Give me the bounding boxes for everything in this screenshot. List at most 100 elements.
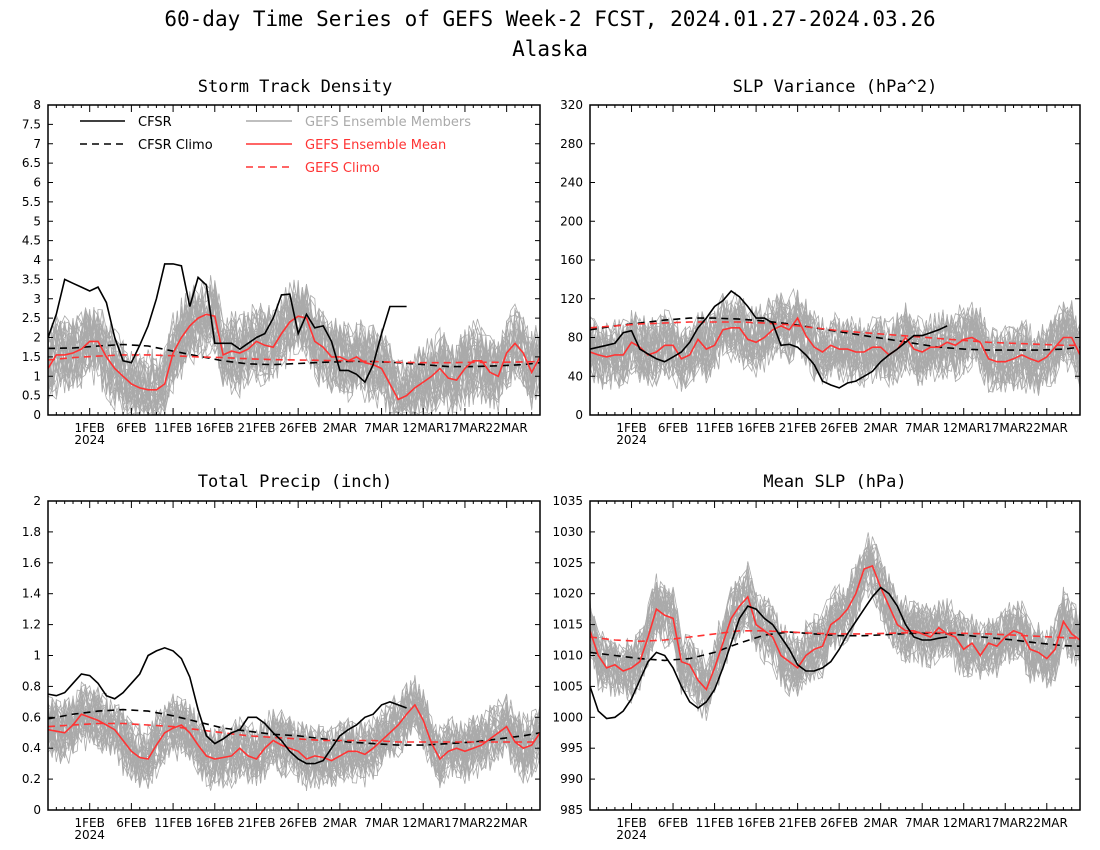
cfsr-line (48, 646, 407, 765)
x-tick-label: 7MAR (364, 421, 399, 435)
x-tick-label: 11FEB (696, 421, 734, 435)
x-tick-label: 21FEB (237, 816, 275, 830)
x-tick-label: 2MAR (863, 421, 898, 435)
cfsr-line (590, 289, 948, 389)
x-tick-label: 7MAR (905, 421, 940, 435)
x-tick-label: 11FEB (696, 816, 734, 830)
x-tick-label: 22MAR (486, 421, 528, 435)
x-tick-label: 2MAR (863, 816, 898, 830)
x-tick-label: 26FEB (279, 421, 317, 435)
figure-title: 60-day Time Series of GEFS Week-2 FCST, … (164, 7, 935, 31)
figure-subtitle: Alaska (512, 37, 588, 61)
x-tick-label: 22MAR (486, 816, 528, 830)
y-tick-label: 1.6 (22, 556, 41, 570)
y-tick-label: 1000 (552, 710, 583, 724)
ensemble-member-line (48, 287, 540, 414)
x-tick-label: 6FEB (658, 421, 688, 435)
legend-label-gefs-mean: GEFS Ensemble Mean (305, 138, 446, 153)
cfsr-climo-line (48, 343, 540, 368)
x-year-label: 2024 (616, 828, 647, 842)
y-tick-label: 160 (560, 253, 583, 267)
ensemble-member-line (590, 306, 1080, 394)
x-tick-label: 12MAR (943, 816, 985, 830)
y-tick-label: 1.5 (22, 350, 41, 364)
y-tick-label: 0.6 (22, 710, 41, 724)
x-tick-label: 12MAR (402, 421, 444, 435)
panel-title: SLP Variance (hPa^2) (733, 77, 938, 97)
gefs-mean-line (590, 316, 1080, 363)
cfsr-climo-line (48, 708, 540, 746)
y-tick-label: 1.4 (22, 587, 41, 601)
x-year-label: 2024 (74, 828, 105, 842)
y-tick-label: 1005 (552, 679, 583, 693)
total-precip-panel: Total Precip (inch) 0 0.2 0.4 0.6 0.8 1 1.2 1.4… (22, 472, 541, 842)
y-tick-label: 2 (33, 494, 41, 508)
y-tick-label: 0.5 (22, 389, 41, 403)
cfsr-climo-line (590, 631, 1080, 662)
y-tick-label: 6.5 (22, 156, 41, 170)
x-tick-label: 17MAR (984, 421, 1026, 435)
y-tick-label: 4.5 (22, 234, 41, 248)
legend: CFSR CFSR Climo GEFS Ensemble Members GE… (80, 115, 471, 176)
panel-title: Storm Track Density (198, 77, 392, 97)
y-tick-label: 985 (560, 803, 583, 817)
x-tick-label: 1FEB (75, 421, 105, 435)
x-tick-label: 17MAR (444, 816, 486, 830)
plot-area (48, 263, 540, 415)
ensemble-member-line (48, 275, 540, 413)
y-tick-label: 990 (560, 772, 583, 786)
y-tick-label: 1.8 (22, 525, 41, 539)
x-tick-label: 16FEB (737, 421, 775, 435)
x-tick-label: 12MAR (943, 421, 985, 435)
ensemble-member-line (48, 294, 540, 415)
y-tick-label: 3.5 (22, 272, 41, 286)
y-tick-label: 1025 (552, 556, 583, 570)
y-tick-label: 1 (33, 369, 41, 383)
x-tick-label: 1FEB (75, 816, 105, 830)
plot-area (590, 287, 1080, 396)
y-tick-label: 2 (33, 331, 41, 345)
y-tick-label: 1 (33, 649, 41, 663)
y-tick-label: 200 (560, 214, 583, 228)
cfsr-line (48, 263, 407, 384)
y-tick-label: 1015 (552, 618, 583, 632)
y-tick-label: 2.5 (22, 311, 41, 325)
x-tick-label: 11FEB (154, 816, 192, 830)
y-tick-label: 1010 (552, 649, 583, 663)
legend-label-gefs-climo: GEFS Climo (305, 161, 380, 176)
cfsr-line (590, 586, 948, 720)
y-tick-label: 0.2 (22, 772, 41, 786)
panel-title: Mean SLP (hPa) (763, 472, 906, 492)
storm-track-density-panel: Storm Track Density 0 0.5 1 1.5 2 2.5 3 3.5 4 4.5… (22, 77, 541, 447)
x-tick-label: 21FEB (237, 421, 275, 435)
gefs-mean-line (590, 564, 1080, 692)
x-tick-label: 22MAR (1026, 421, 1068, 435)
ensemble-member-line (590, 314, 1080, 390)
legend-label-cfsr: CFSR (138, 115, 172, 130)
legend-label-cfsr-climo: CFSR Climo (138, 138, 213, 153)
y-tick-label: 0 (33, 803, 41, 817)
ensemble-member-line (590, 536, 1080, 706)
y-tick-label: 7 (33, 137, 41, 151)
y-tick-label: 1030 (552, 525, 583, 539)
legend-label-gefs-members: GEFS Ensemble Members (305, 115, 471, 130)
y-tick-label: 0.4 (22, 741, 41, 755)
x-tick-label: 2MAR (323, 816, 358, 830)
y-tick-label: 8 (33, 98, 41, 112)
gefs-mean-line (48, 703, 540, 762)
mean-slp-panel: Mean SLP (hPa) 985 990 995 1000 1005 1010 1015… (552, 472, 1081, 842)
x-tick-label: 26FEB (279, 816, 317, 830)
plot-area (48, 646, 540, 792)
x-tick-label: 1FEB (616, 816, 646, 830)
x-tick-label: 16FEB (737, 816, 775, 830)
panel-title: Total Precip (inch) (198, 472, 392, 492)
y-tick-label: 80 (568, 331, 583, 345)
ensemble-member-line (48, 683, 540, 777)
y-tick-label: 0 (575, 408, 583, 422)
x-tick-label: 21FEB (779, 421, 817, 435)
slp-variance-panel: SLP Variance (hPa^2) 0 40 80 120 160 200 240 28… (560, 77, 1081, 447)
y-tick-label: 120 (560, 292, 583, 306)
ensemble-members (590, 287, 1080, 396)
ensemble-member-line (48, 286, 540, 415)
